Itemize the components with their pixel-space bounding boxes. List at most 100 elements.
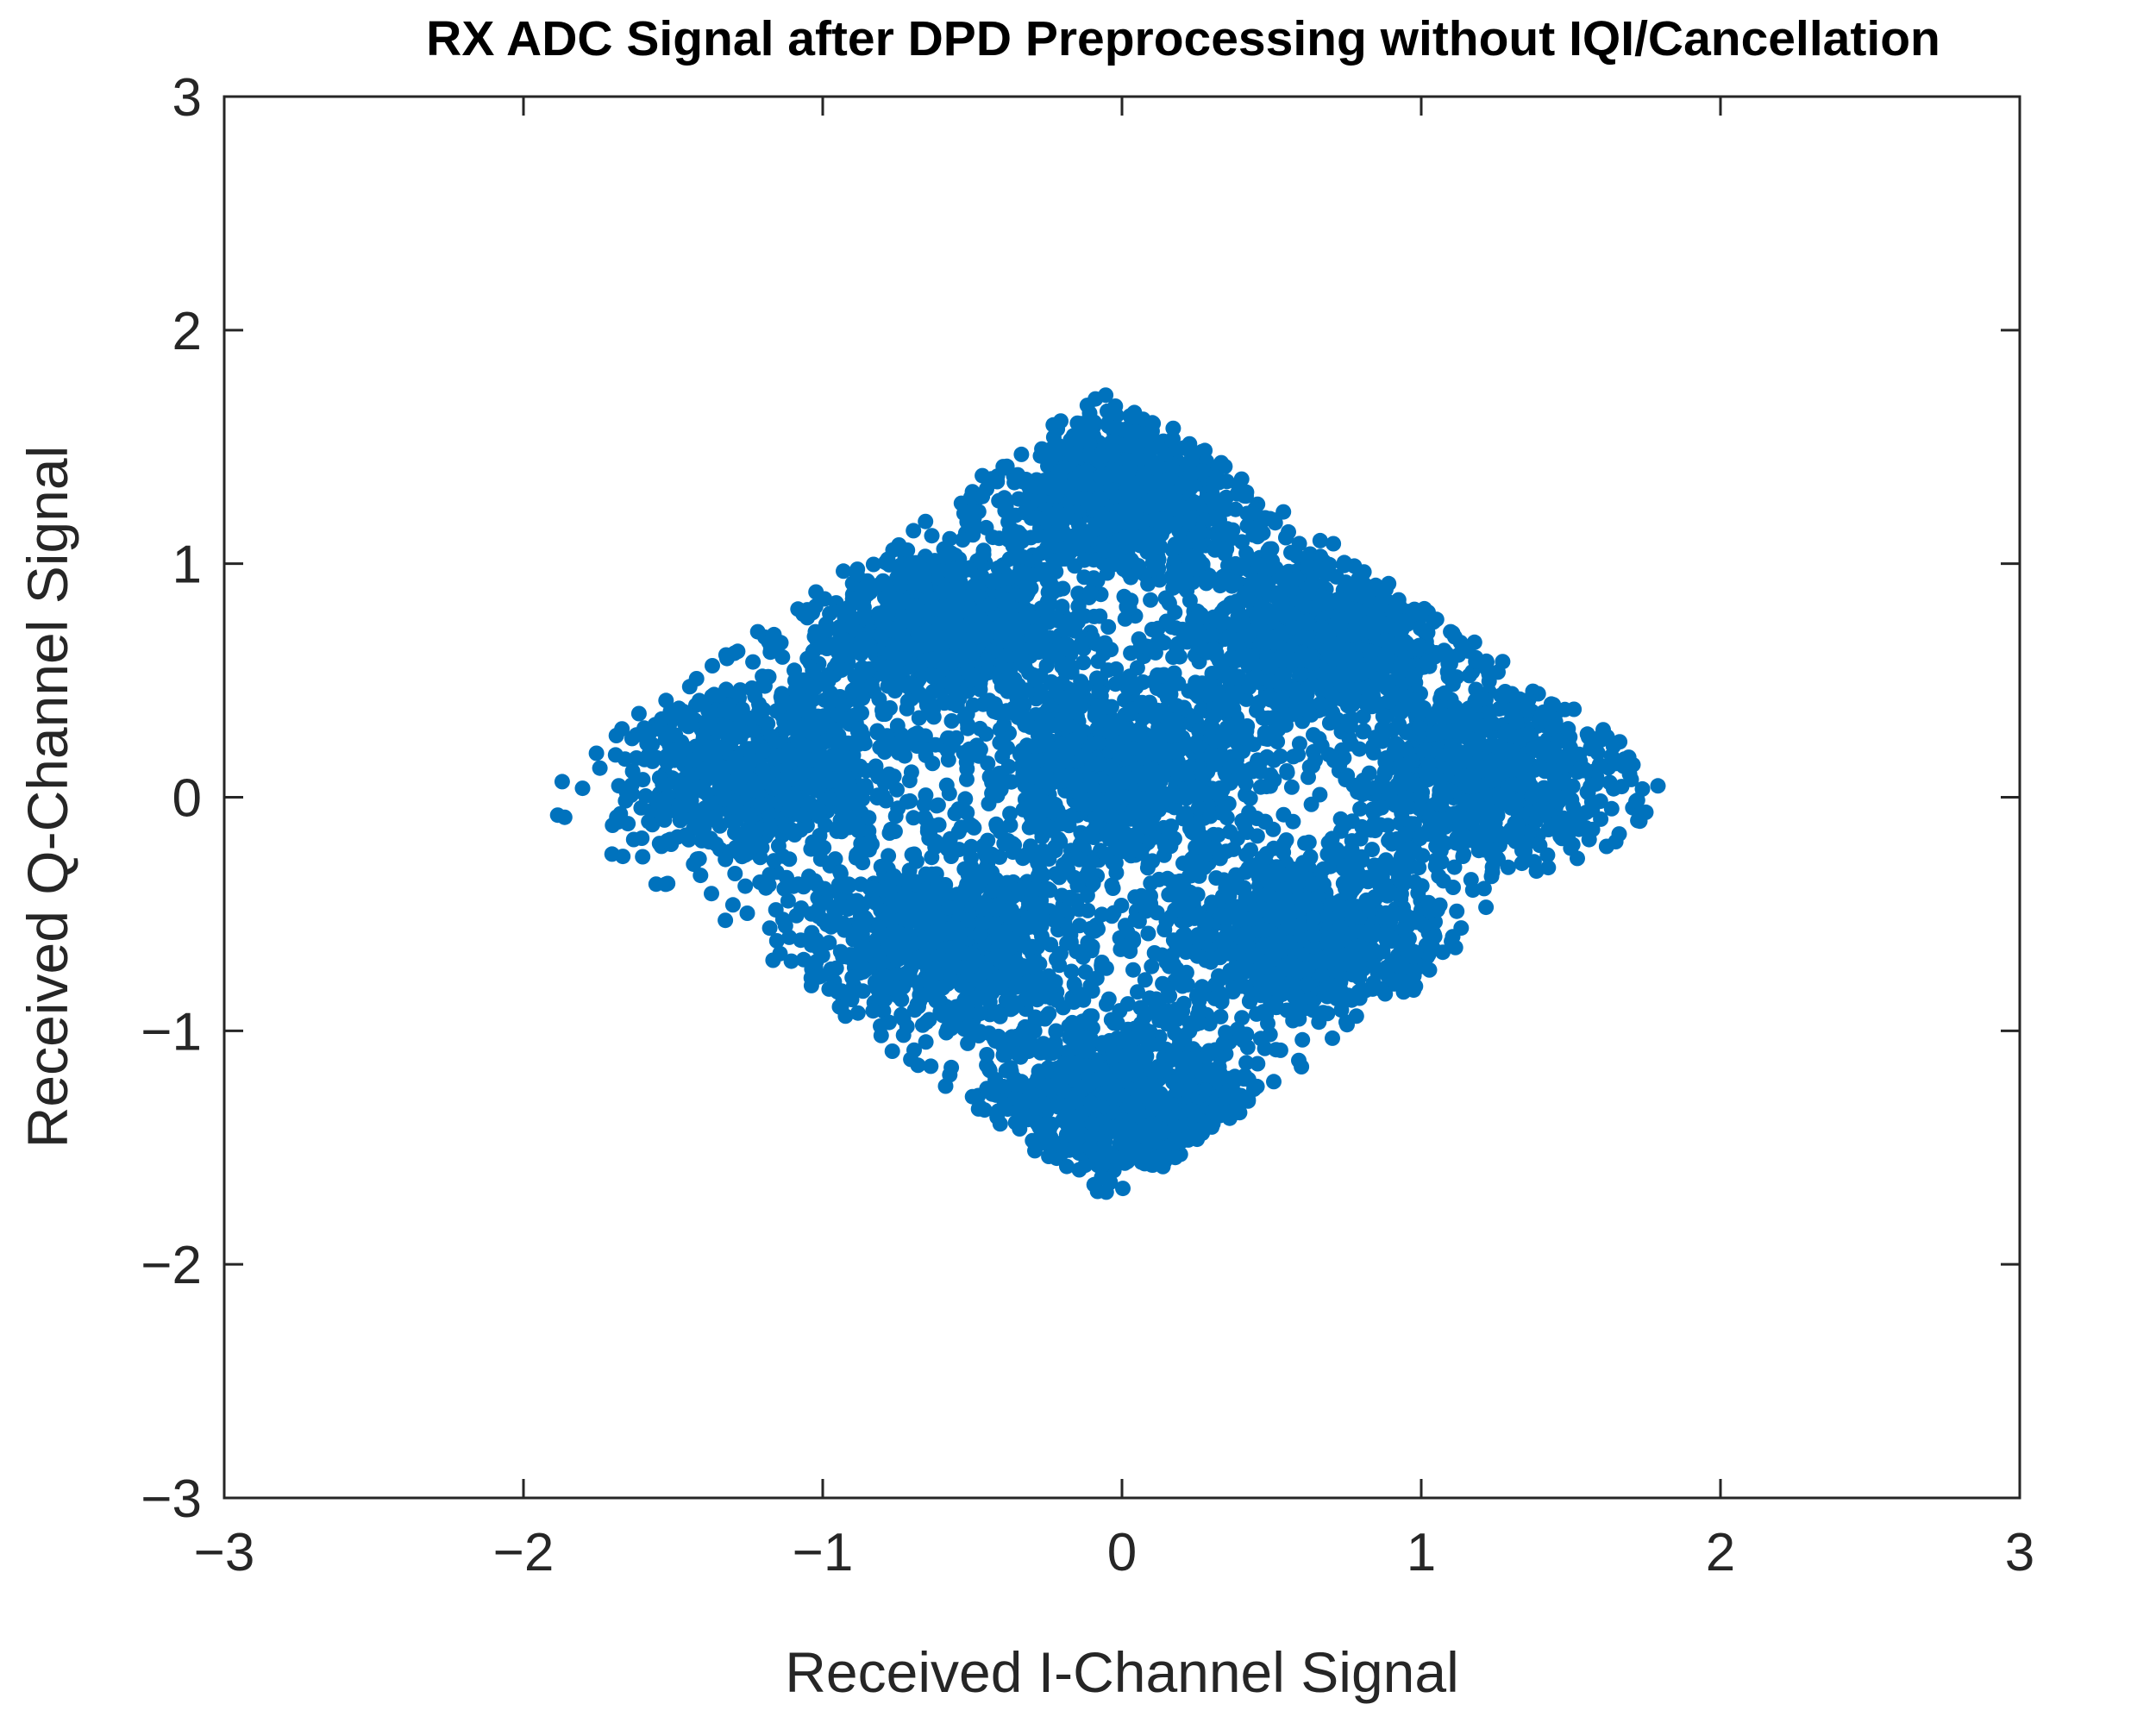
scatter-point	[827, 734, 843, 750]
scatter-point	[836, 563, 851, 580]
scatter-point	[1225, 758, 1242, 774]
scatter-point	[1628, 793, 1645, 810]
scatter-point	[1439, 664, 1456, 680]
scatter-point	[1043, 674, 1059, 690]
scatter-point	[787, 705, 803, 722]
scatter-point	[1128, 410, 1144, 426]
scatter-point	[1157, 789, 1174, 805]
scatter-point	[693, 868, 709, 884]
scatter-point	[1080, 447, 1096, 463]
scatter-point	[710, 756, 726, 773]
scatter-point	[936, 551, 952, 567]
scatter-point	[1027, 752, 1044, 768]
scatter-point	[1204, 627, 1220, 642]
scatter-point	[711, 780, 728, 797]
scatter-point	[1176, 805, 1193, 822]
scatter-point	[882, 644, 899, 661]
scatter-point	[958, 754, 975, 770]
scatter-point	[1204, 666, 1220, 681]
scatter-point	[889, 717, 906, 734]
scatter-point	[833, 602, 849, 618]
scatter-point	[818, 623, 834, 638]
scatter-point	[1038, 731, 1055, 748]
scatter-point	[704, 886, 719, 902]
scatter-point	[1002, 805, 1018, 822]
scatter-point	[1152, 538, 1168, 554]
scatter-point	[1038, 613, 1055, 630]
scatter-point	[625, 831, 642, 848]
scatter-point	[879, 660, 895, 676]
scatter-point	[1252, 754, 1269, 770]
scatter-point	[1006, 671, 1023, 687]
scatter-point	[947, 634, 963, 650]
scatter-point	[708, 805, 724, 822]
scatter-point	[1196, 642, 1213, 659]
scatter-point	[766, 853, 782, 869]
scatter-point	[1377, 581, 1394, 598]
scatter-point	[865, 556, 881, 573]
scatter-point	[959, 771, 975, 787]
scatter-point	[1100, 403, 1115, 419]
scatter-point	[1090, 735, 1106, 750]
scatter-point	[941, 730, 957, 747]
scatter-point	[909, 555, 925, 572]
scatter-point	[743, 680, 760, 696]
scatter-point	[856, 631, 872, 648]
scatter-point	[1053, 541, 1069, 557]
scatter-point	[1578, 805, 1595, 821]
scatter-point	[1481, 666, 1497, 682]
scatter-point	[1351, 603, 1367, 619]
scatter-point	[822, 685, 838, 701]
scatter-point	[1203, 747, 1219, 762]
scatter-point	[1161, 595, 1177, 611]
scatter-point	[1179, 736, 1195, 752]
scatter-point	[1116, 789, 1132, 805]
scatter-point	[1003, 648, 1018, 664]
scatter-point	[1449, 903, 1465, 919]
scatter-point	[667, 727, 684, 743]
scatter-point	[968, 606, 985, 622]
scatter-point	[1328, 568, 1344, 585]
scatter-point	[938, 777, 955, 793]
scatter-point	[753, 796, 769, 812]
scatter-point	[787, 662, 802, 679]
scatter-point	[1371, 656, 1388, 673]
scatter-point	[1050, 527, 1067, 543]
scatter-point	[655, 776, 671, 793]
scatter-point	[1125, 828, 1141, 843]
scatter-point	[614, 721, 630, 737]
scatter-point	[743, 810, 759, 826]
scatter-point	[1195, 463, 1212, 479]
scatter-point	[807, 598, 824, 615]
scatter-point	[839, 736, 856, 752]
scatter-point	[1606, 780, 1621, 797]
scatter-point	[1028, 668, 1044, 685]
scatter-point	[1156, 520, 1173, 536]
scatter-point	[1360, 662, 1376, 679]
scatter-point	[680, 707, 697, 724]
scatter-point	[1248, 605, 1264, 622]
scatter-point	[975, 546, 992, 562]
scatter-point	[902, 793, 918, 809]
scatter-point	[978, 627, 994, 643]
scatter-point	[790, 732, 806, 749]
scatter-point	[711, 723, 728, 739]
scatter-point	[938, 650, 955, 667]
scatter-point	[718, 851, 734, 868]
chart-title: RX ADC Signal after DPD Preprocessing wi…	[426, 11, 1940, 66]
scatter-point	[1206, 542, 1223, 558]
scatter-point	[1275, 678, 1291, 694]
scatter-point	[1168, 712, 1184, 729]
scatter-point	[554, 774, 570, 790]
scatter-point	[940, 752, 956, 768]
scatter-point	[1288, 703, 1304, 719]
scatter-point	[891, 619, 907, 635]
scatter-point	[1121, 668, 1138, 685]
scatter-point	[1145, 416, 1162, 432]
scatter-point	[910, 626, 926, 642]
scatter-point	[725, 730, 742, 746]
scatter-point	[718, 681, 734, 698]
scatter-point	[996, 490, 1012, 506]
scatter-point	[714, 740, 730, 756]
scatter-point	[917, 742, 933, 758]
